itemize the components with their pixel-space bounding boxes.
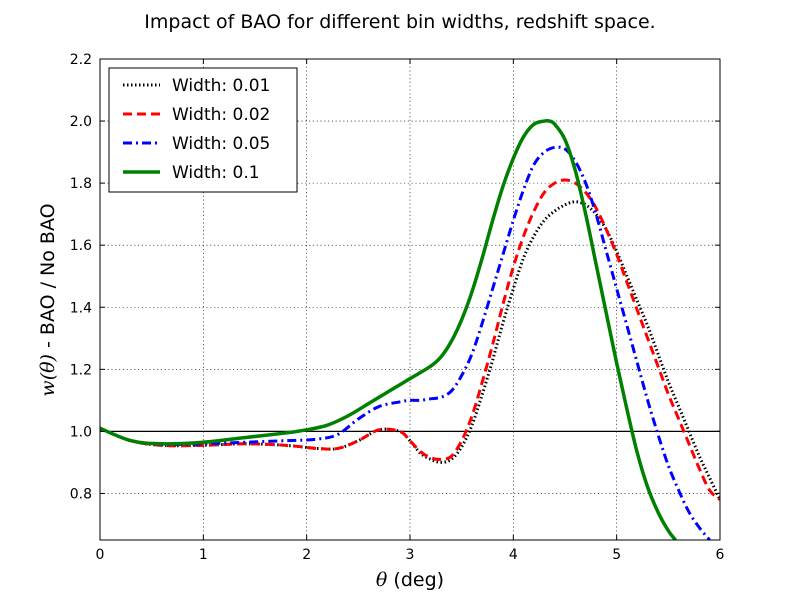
series-line-3 [100, 145, 711, 540]
legend-label-2: Width: 0.02 [172, 105, 270, 125]
legend: Width: 0.01 Width: 0.02 Width: 0.05 Width: … [108, 67, 298, 193]
x-tick-label: 5 [612, 547, 621, 563]
y-axis-rest: - BAO / No BAO [37, 203, 59, 354]
x-tick-label: 0 [96, 547, 105, 563]
x-tick-label: 1 [199, 547, 208, 563]
y-tick-label: 1.8 [70, 176, 92, 192]
y-tick-labels: 0.8 1.0 1.2 1.4 1.6 1.8 2.0 2.2 [70, 52, 92, 502]
y-tick-label: 2.2 [70, 52, 92, 68]
axis-ticks [99, 58, 721, 540]
legend-label-4: Width: 0.1 [172, 163, 260, 183]
series-line-4 [100, 118, 677, 540]
x-tick-label: 3 [406, 547, 415, 563]
x-tick-label: 2 [302, 547, 311, 563]
series-group [100, 118, 720, 540]
y-tick-label: 2.0 [70, 114, 92, 130]
y-tick-label: 1.2 [70, 362, 92, 378]
x-tick-labels: 0 1 2 3 4 5 6 [96, 547, 725, 563]
x-tick-label: 4 [509, 547, 518, 563]
y-tick-label: 1.0 [70, 424, 92, 440]
x-axis-symbol: θ [376, 569, 388, 591]
series-line-2 [100, 178, 720, 501]
y-tick-label: 0.8 [70, 486, 92, 502]
legend-label-3: Width: 0.05 [172, 134, 270, 154]
series-line-1 [100, 200, 720, 501]
x-axis-label: θ (deg) [376, 569, 444, 591]
y-tick-label: 1.4 [70, 300, 92, 316]
y-axis-label: w(θ) - BAO / No BAO [37, 203, 59, 396]
x-tick-label: 6 [716, 547, 725, 563]
x-axis-unit: (deg) [387, 569, 444, 591]
y-tick-label: 1.6 [70, 238, 92, 254]
y-axis-symbol: w(θ) [37, 354, 59, 397]
chart-title: Impact of BAO for different bin widths, … [144, 11, 655, 33]
legend-label-1: Width: 0.01 [172, 76, 270, 96]
